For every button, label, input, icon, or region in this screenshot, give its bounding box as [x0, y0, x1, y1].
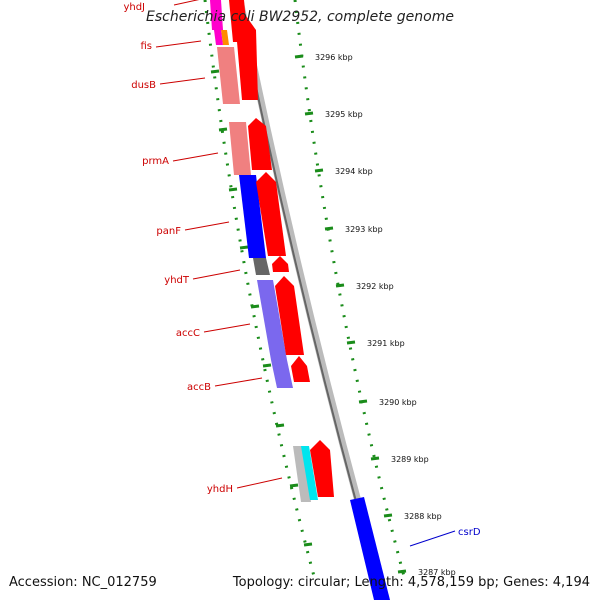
outer-major-tick [304, 111, 314, 116]
feature-prmA-salmon[interactable] [229, 122, 251, 175]
gene-label-prmA[interactable]: prmA [142, 156, 169, 167]
feature-yhdJ-magenta[interactable] [210, 0, 223, 30]
feature-panF-fwd[interactable] [256, 172, 286, 256]
feature-accB-purple[interactable] [271, 360, 293, 388]
outer-major-tick [324, 226, 334, 231]
gene-label-yhdJ[interactable]: yhdJ [123, 2, 145, 13]
gene-label-accC[interactable]: accC [176, 328, 200, 339]
inner-ticks [210, 69, 313, 547]
inner-tick-ring [203, 0, 317, 581]
feature-prmA-fwd[interactable] [248, 118, 272, 170]
genome-summary-text: Topology: circular; Length: 4,578,159 bp… [232, 575, 590, 590]
feature-yhdH-cyan[interactable] [301, 446, 318, 500]
tick-label: 3294 kbp [335, 167, 373, 176]
outer-major-tick [358, 399, 368, 404]
inner-major-tick [275, 423, 285, 428]
tick-label: 3292 kbp [356, 282, 394, 291]
feature-fis-magenta[interactable] [214, 30, 223, 45]
tick-label: 3288 kbp [404, 512, 442, 521]
tick-label: 3293 kbp [345, 225, 383, 234]
reverse-strand-features [210, 0, 390, 600]
gene-label-fis[interactable]: fis [140, 41, 152, 52]
outer-major-tick [335, 283, 345, 288]
inner-major-tick [262, 363, 272, 368]
feature-panF-blue[interactable] [239, 175, 266, 258]
outer-ticks: 3296 kbp 3295 kbp 3294 kbp 3293 kbp 3292 kbp… [294, 53, 456, 577]
gene-label-yhdH[interactable]: yhdH [207, 484, 233, 495]
feature-yhdH-fwd[interactable] [310, 440, 334, 497]
tick-label: 3295 kbp [325, 110, 363, 119]
inner-major-tick [289, 483, 299, 488]
gene-label-dusB[interactable]: dusB [131, 80, 156, 91]
feature-accB-fwd[interactable] [291, 356, 310, 382]
inner-major-tick [228, 187, 238, 192]
feature-csrD-blue[interactable] [350, 497, 390, 600]
outer-major-tick [294, 54, 304, 59]
feature-dusB-salmon[interactable] [217, 47, 240, 104]
outer-major-tick [383, 513, 393, 518]
gene-label-yhdT[interactable]: yhdT [164, 275, 190, 286]
inner-major-tick [210, 69, 220, 74]
inner-major-tick [250, 304, 260, 309]
feature-yhdT-gray[interactable] [253, 258, 270, 275]
feature-yhdH-gray[interactable] [293, 446, 311, 502]
feature-fis-orange[interactable] [221, 30, 229, 45]
accession-text: Accession: NC_012759 [9, 575, 157, 590]
feature-accC-fwd[interactable] [275, 276, 304, 355]
gene-label-accB[interactable]: accB [187, 382, 211, 393]
label-leader-csrD [409, 530, 456, 547]
feature-accC-purple[interactable] [257, 280, 287, 360]
feature-dusB-fwd[interactable] [236, 16, 258, 100]
outer-major-tick [314, 168, 324, 173]
forward-strand-features [229, 0, 334, 497]
outer-tick-ring [293, 0, 407, 581]
tick-label: 3296 kbp [315, 53, 353, 62]
gene-label-csrD[interactable]: csrD [458, 527, 481, 538]
outer-major-tick [370, 456, 380, 461]
tick-label: 3289 kbp [391, 455, 429, 464]
outer-major-tick [346, 340, 356, 345]
gene-label-panF[interactable]: panF [156, 226, 181, 237]
label-leaders [155, 0, 283, 489]
tick-label: 3290 kbp [379, 398, 417, 407]
tick-label: 3291 kbp [367, 339, 405, 348]
map-title: Escherichia coli BW2952, complete genome [146, 9, 454, 25]
outer-major-tick [397, 569, 407, 574]
inner-major-tick [303, 542, 313, 547]
tick-label: 3287 kbp [418, 568, 456, 577]
feature-yhdT-fwd[interactable] [272, 256, 289, 272]
inner-major-tick [239, 245, 249, 250]
inner-major-tick [218, 127, 228, 132]
